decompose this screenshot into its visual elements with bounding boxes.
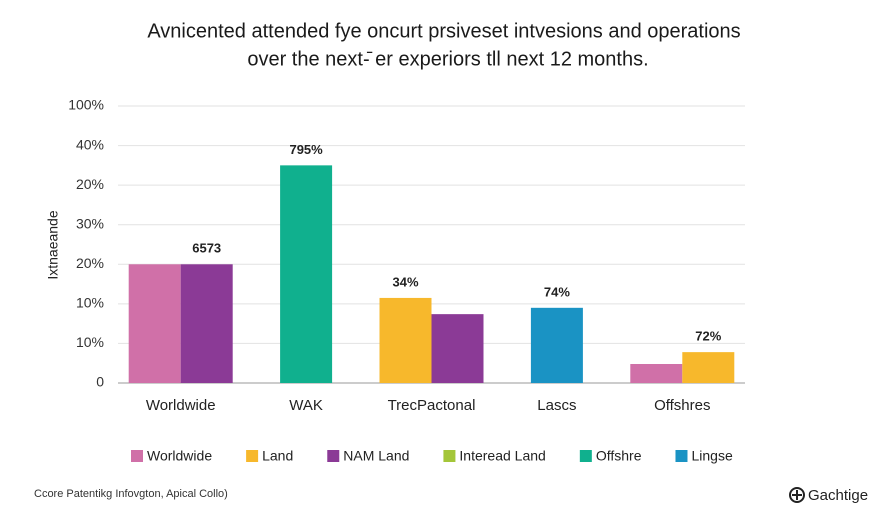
bar [379, 297, 432, 383]
x-tick-label: WAK [289, 397, 323, 414]
brand: Gachtige [808, 487, 868, 504]
legend-swatch [579, 450, 592, 462]
bar [128, 264, 181, 383]
x-tick-label: TrecPactonal [388, 397, 476, 414]
bar [431, 314, 484, 383]
data-label: 72% [695, 329, 721, 344]
data-label: 795% [289, 142, 323, 157]
legend-label: Interead Land [459, 448, 545, 464]
bar [530, 307, 583, 383]
data-label: 6573 [192, 241, 221, 256]
data-label: 34% [392, 274, 418, 289]
legend-label: Lingse [691, 448, 732, 464]
legend-label: Worldwide [147, 448, 212, 464]
y-tick-label: 40% [76, 136, 104, 152]
y-tick-label: 30% [76, 215, 104, 231]
x-tick-label: Worldwide [146, 397, 216, 414]
brand-icon [789, 487, 805, 503]
x-tick-label: Lascs [537, 397, 576, 414]
y-tick-label: 20% [76, 255, 104, 271]
bar [180, 264, 233, 383]
bar [682, 352, 735, 383]
source: Ccore Patentikg Infovgton, Apical Collo) [34, 488, 228, 500]
y-tick-label: 20% [76, 176, 104, 192]
legend-label: Offshre [596, 448, 642, 464]
legend-swatch [675, 450, 688, 462]
chart-title: Avnicented attended fye oncurt prsiveset… [147, 20, 740, 42]
legend-label: Land [262, 448, 293, 464]
legend-swatch [246, 450, 259, 462]
y-tick-label: 10% [76, 334, 104, 350]
y-tick-label: 0 [96, 374, 104, 390]
y-axis-label: Ixtnaeande [45, 210, 61, 279]
legend-swatch [327, 450, 340, 462]
legend-swatch [443, 450, 456, 462]
legend-swatch [131, 450, 143, 462]
data-label: 74% [544, 284, 570, 299]
y-tick-label: 10% [76, 295, 104, 311]
chart-title: over the next-̄ er experiors tll next 12… [247, 48, 648, 70]
x-tick-label: Offshres [654, 397, 710, 414]
bar [280, 165, 333, 383]
bar [630, 364, 683, 383]
y-tick-label: 100% [68, 97, 104, 113]
legend-label: NAM Land [343, 448, 409, 464]
